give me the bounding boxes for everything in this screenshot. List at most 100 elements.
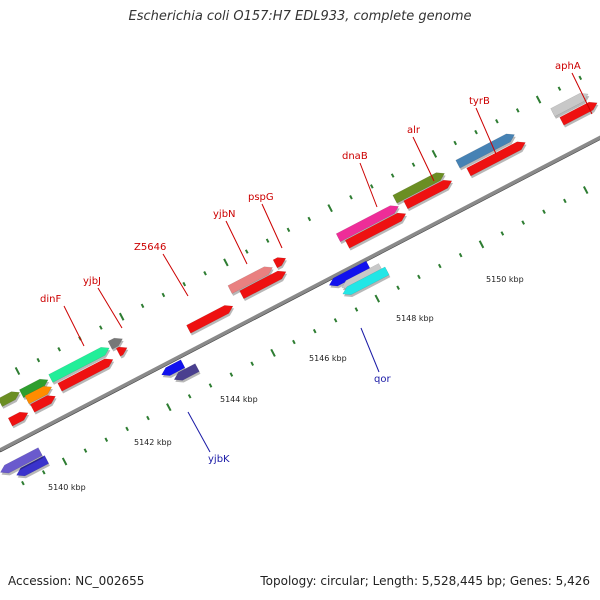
tick-mark	[515, 108, 520, 113]
tick-mark	[146, 415, 150, 421]
tick-mark	[21, 480, 25, 486]
tick-mark	[229, 372, 234, 377]
tick-mark	[478, 240, 485, 249]
gene-arrow	[344, 212, 407, 249]
tick-mark	[99, 325, 103, 330]
tick-mark	[374, 294, 381, 303]
tick-mark	[307, 216, 312, 222]
tick-mark	[396, 285, 400, 290]
leader-line	[187, 411, 211, 453]
gene-arrow	[392, 172, 445, 204]
backbone-line	[0, 135, 600, 452]
leader-line	[412, 136, 435, 182]
tick-mark	[354, 307, 359, 312]
genome-info-text: Topology: circular; Length: 5,528,445 bp…	[260, 574, 590, 588]
gene-label-dinf: dinF	[40, 294, 61, 305]
gene-label-yjbk: yjbK	[208, 454, 230, 465]
gene-arrow	[57, 358, 114, 392]
gene-label-z5646: Z5646	[134, 242, 166, 253]
kbp-label: 5144 kbp	[220, 395, 258, 404]
gene-label-yjbj: yjbJ	[83, 276, 101, 287]
genome-backbone	[0, 135, 600, 453]
leader-line	[97, 287, 123, 329]
tick-mark	[411, 162, 416, 167]
kbp-label: 5148 kbp	[396, 314, 434, 323]
tick-mark	[453, 140, 458, 146]
gene-label-alr: alr	[407, 125, 421, 136]
tick-mark	[370, 184, 374, 189]
tick-mark	[140, 303, 145, 309]
gene-arrow	[239, 270, 287, 300]
tick-mark	[208, 383, 213, 388]
tick-mark	[535, 95, 542, 104]
leader-line	[261, 203, 283, 249]
leader-line	[162, 253, 189, 297]
gene-arrow	[455, 133, 515, 169]
tick-mark	[250, 361, 255, 366]
gene-arrow	[0, 391, 21, 407]
gene-arrow	[173, 363, 200, 381]
gene-features	[0, 93, 599, 479]
tick-mark	[61, 457, 68, 466]
tick-mark	[292, 339, 296, 345]
gene-arrow	[29, 395, 56, 413]
gene-arrow	[342, 266, 390, 296]
gene-arrow	[48, 346, 110, 383]
tick-mark	[57, 347, 61, 352]
tick-mark	[223, 258, 229, 267]
tick-mark	[104, 437, 109, 442]
tick-mark	[166, 403, 172, 412]
leader-line	[225, 220, 248, 265]
tick-mark	[265, 238, 270, 243]
tick-mark	[563, 198, 567, 204]
tick-mark	[182, 281, 187, 287]
gene-label-yjbn: yjbN	[213, 209, 236, 220]
gene-arrow	[16, 455, 50, 477]
tick-mark	[417, 274, 421, 280]
kbp-label: 5140 kbp	[48, 483, 86, 492]
gene-arrow	[272, 257, 287, 269]
tick-mark	[431, 149, 438, 158]
tick-mark	[312, 328, 317, 334]
leader-line	[571, 72, 593, 115]
gene-arrow	[550, 93, 589, 117]
tick-mark	[327, 204, 333, 213]
tick-mark	[390, 173, 395, 178]
gene-arrow	[227, 266, 273, 294]
tick-mark	[578, 75, 583, 81]
map-title: Escherichia coli O157:H7 EDL933, complet…	[128, 9, 472, 24]
kbp-label: 5146 kbp	[309, 354, 347, 363]
kbp-label: 5142 kbp	[134, 438, 172, 447]
tick-mark	[582, 186, 589, 195]
tick-mark	[286, 227, 291, 233]
gene-label-pspg: pspG	[248, 192, 274, 203]
tick-mark	[500, 231, 505, 236]
leader-line	[359, 162, 378, 208]
leader-line	[63, 305, 85, 347]
tick-mark	[14, 366, 21, 375]
gene-arrow	[115, 346, 128, 357]
leader-line	[360, 327, 380, 373]
tick-mark	[458, 252, 463, 258]
tick-mark	[521, 220, 525, 225]
tick-mark	[333, 318, 338, 323]
tick-mark	[203, 271, 207, 276]
tick-mark	[495, 119, 499, 124]
gene-arrow	[403, 179, 453, 210]
label-leader-lines	[63, 72, 593, 453]
leader-line	[475, 107, 497, 155]
tick-mark	[474, 129, 478, 135]
gene-label-apha: aphA	[555, 61, 581, 72]
gene-arrow	[466, 141, 526, 177]
gene-arrow	[7, 411, 29, 427]
labels: 5140 kbp 5142 kbp 5144 kbp 5146 kbp 5148 kbp…	[40, 61, 581, 492]
tick-mark	[41, 470, 46, 475]
tick-mark	[244, 249, 249, 254]
gene-label-qor: qor	[374, 374, 391, 385]
gene-arrow	[24, 385, 53, 405]
tick-mark	[187, 394, 192, 399]
tick-mark	[118, 312, 125, 321]
tick-mark	[161, 292, 166, 298]
gene-arrow	[559, 101, 598, 126]
